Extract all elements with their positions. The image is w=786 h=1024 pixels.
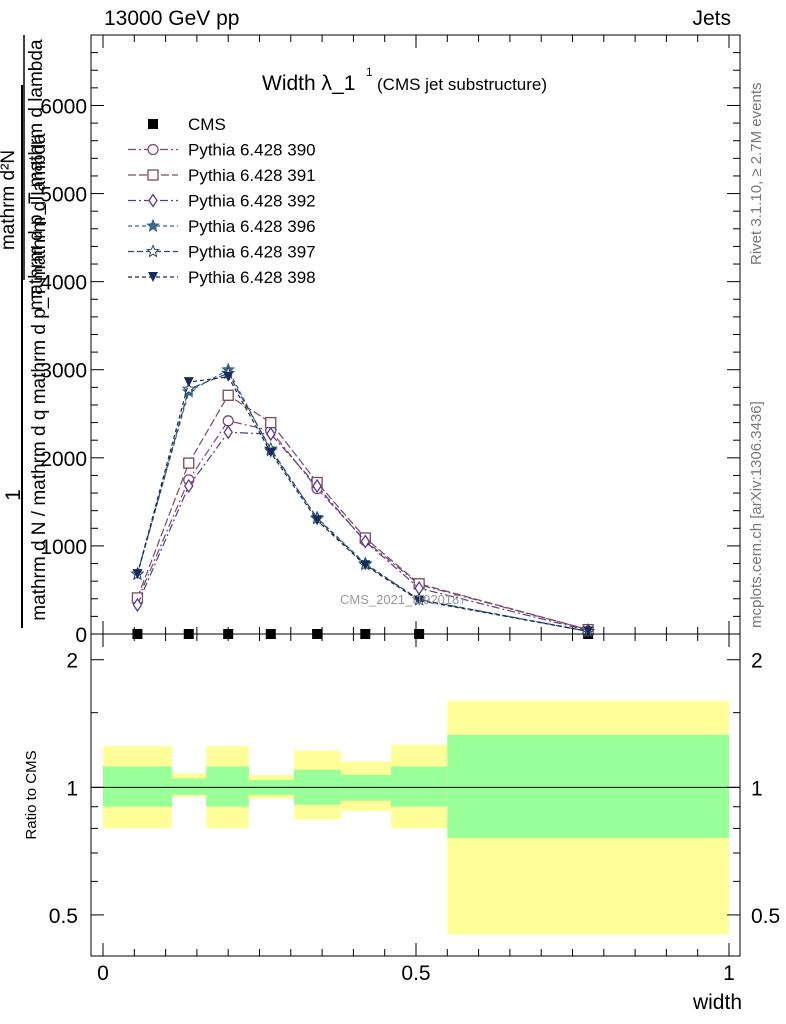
data-point bbox=[223, 371, 234, 382]
data-point bbox=[583, 626, 594, 637]
data-point bbox=[265, 447, 276, 458]
data-point bbox=[360, 534, 371, 549]
series-line bbox=[136, 431, 589, 632]
data-point bbox=[223, 425, 233, 440]
ratio-axes: 0.5 0.5 1 1 2 2 0 0.5 1 bbox=[49, 634, 780, 985]
chart-title-superscript: 1 bbox=[366, 65, 373, 79]
y-tick-label: 4000 bbox=[40, 272, 87, 295]
legend-label: Pythia 6.428 390 bbox=[188, 141, 316, 160]
legend-marker bbox=[148, 119, 158, 129]
legend-marker bbox=[148, 272, 158, 282]
legend-marker bbox=[146, 244, 160, 258]
y-label-numerator: 1 bbox=[2, 489, 25, 501]
legend: CMS Pythia 6.428 390 Pythia 6.428 391 Pythi… bbox=[128, 115, 316, 287]
mcplots-label: mcplots.cern.ch [arXiv:1306.3436] bbox=[748, 401, 765, 628]
ratio-y-tick-label-right: 1 bbox=[751, 777, 763, 800]
y-label-inner-denominator: mathrm d p_T mathrm d lambda bbox=[26, 39, 47, 310]
data-point bbox=[265, 416, 277, 429]
legend-label: CMS bbox=[188, 115, 226, 134]
data-point bbox=[222, 389, 234, 401]
series-line bbox=[136, 394, 589, 631]
legend-label: Pythia 6.428 396 bbox=[188, 217, 316, 236]
y-tick-label: 3000 bbox=[40, 360, 87, 383]
y-tick-label: 2000 bbox=[40, 448, 87, 471]
ratio-y-tick-label: 0.5 bbox=[49, 905, 78, 928]
data-point bbox=[183, 478, 194, 494]
uncertainty-band-inner bbox=[390, 766, 448, 807]
data-point bbox=[312, 478, 322, 494]
y-tick-label: 6000 bbox=[40, 95, 87, 118]
data-point bbox=[360, 560, 371, 571]
x-axis-label: width bbox=[692, 991, 742, 1014]
y-tick-label: 5000 bbox=[40, 184, 87, 207]
chart-subtitle: (CMS jet substructure) bbox=[377, 75, 547, 94]
ratio-y-tick-label-right: 2 bbox=[751, 650, 763, 673]
data-point bbox=[312, 515, 323, 526]
series-line bbox=[136, 376, 589, 632]
legend-label: Pythia 6.428 392 bbox=[188, 192, 316, 211]
y-axis-label: 1 mathrm d N / mathrm d q mathrm d p_T m… bbox=[0, 35, 50, 628]
uncertainty-band-inner bbox=[103, 766, 172, 807]
uncertainty-band-inner bbox=[447, 734, 729, 838]
rivet-label: Rivet 3.1.10, ≥ 2.7M events bbox=[748, 83, 765, 266]
legend-marker bbox=[147, 169, 159, 181]
legend-label: Pythia 6.428 398 bbox=[188, 268, 316, 287]
series-6 bbox=[132, 371, 594, 637]
legend-marker bbox=[147, 143, 159, 156]
main-y-axis: 0 1000 2000 3000 4000 5000 6000 bbox=[40, 34, 740, 647]
chart-title: Width λ_1 bbox=[262, 72, 355, 95]
header-left: 13000 GeV pp bbox=[104, 7, 240, 30]
y-label-denominator: mathrm d N / mathrm d q mathrm d p_T mat… bbox=[29, 133, 50, 621]
legend-marker bbox=[148, 193, 158, 208]
data-point bbox=[222, 415, 234, 427]
x-tick-label: 0 bbox=[97, 962, 109, 985]
series-line bbox=[136, 372, 589, 632]
x-tick-label: 0.5 bbox=[401, 962, 430, 985]
data-point bbox=[183, 457, 195, 469]
data-point bbox=[183, 377, 194, 388]
y-label-inner-numerator: mathrm d²N bbox=[0, 150, 19, 250]
series-group bbox=[130, 362, 596, 639]
data-point bbox=[132, 597, 143, 613]
analysis-watermark: CMS_2021_I1920187 bbox=[340, 592, 467, 607]
ratio-y-tick-label: 1 bbox=[66, 777, 78, 800]
legend-label: Pythia 6.428 397 bbox=[188, 243, 316, 262]
uncertainty-band-inner bbox=[171, 778, 207, 795]
x-tick-label: 1 bbox=[723, 962, 735, 985]
legend-marker bbox=[146, 218, 160, 232]
ratio-plot-area bbox=[91, 700, 740, 935]
header-right: Jets bbox=[692, 7, 731, 30]
y-tick-label: 1000 bbox=[40, 536, 87, 559]
legend-label: Pythia 6.428 391 bbox=[188, 166, 316, 185]
ratio-y-label: Ratio to CMS bbox=[23, 750, 40, 839]
data-point bbox=[414, 595, 425, 606]
ratio-y-tick-label: 2 bbox=[66, 650, 78, 673]
data-point bbox=[265, 426, 276, 442]
ratio-y-tick-label-right: 0.5 bbox=[751, 905, 780, 928]
uncertainty-band-inner bbox=[206, 766, 249, 807]
y-tick-label: 0 bbox=[75, 624, 87, 647]
data-point bbox=[132, 569, 143, 580]
